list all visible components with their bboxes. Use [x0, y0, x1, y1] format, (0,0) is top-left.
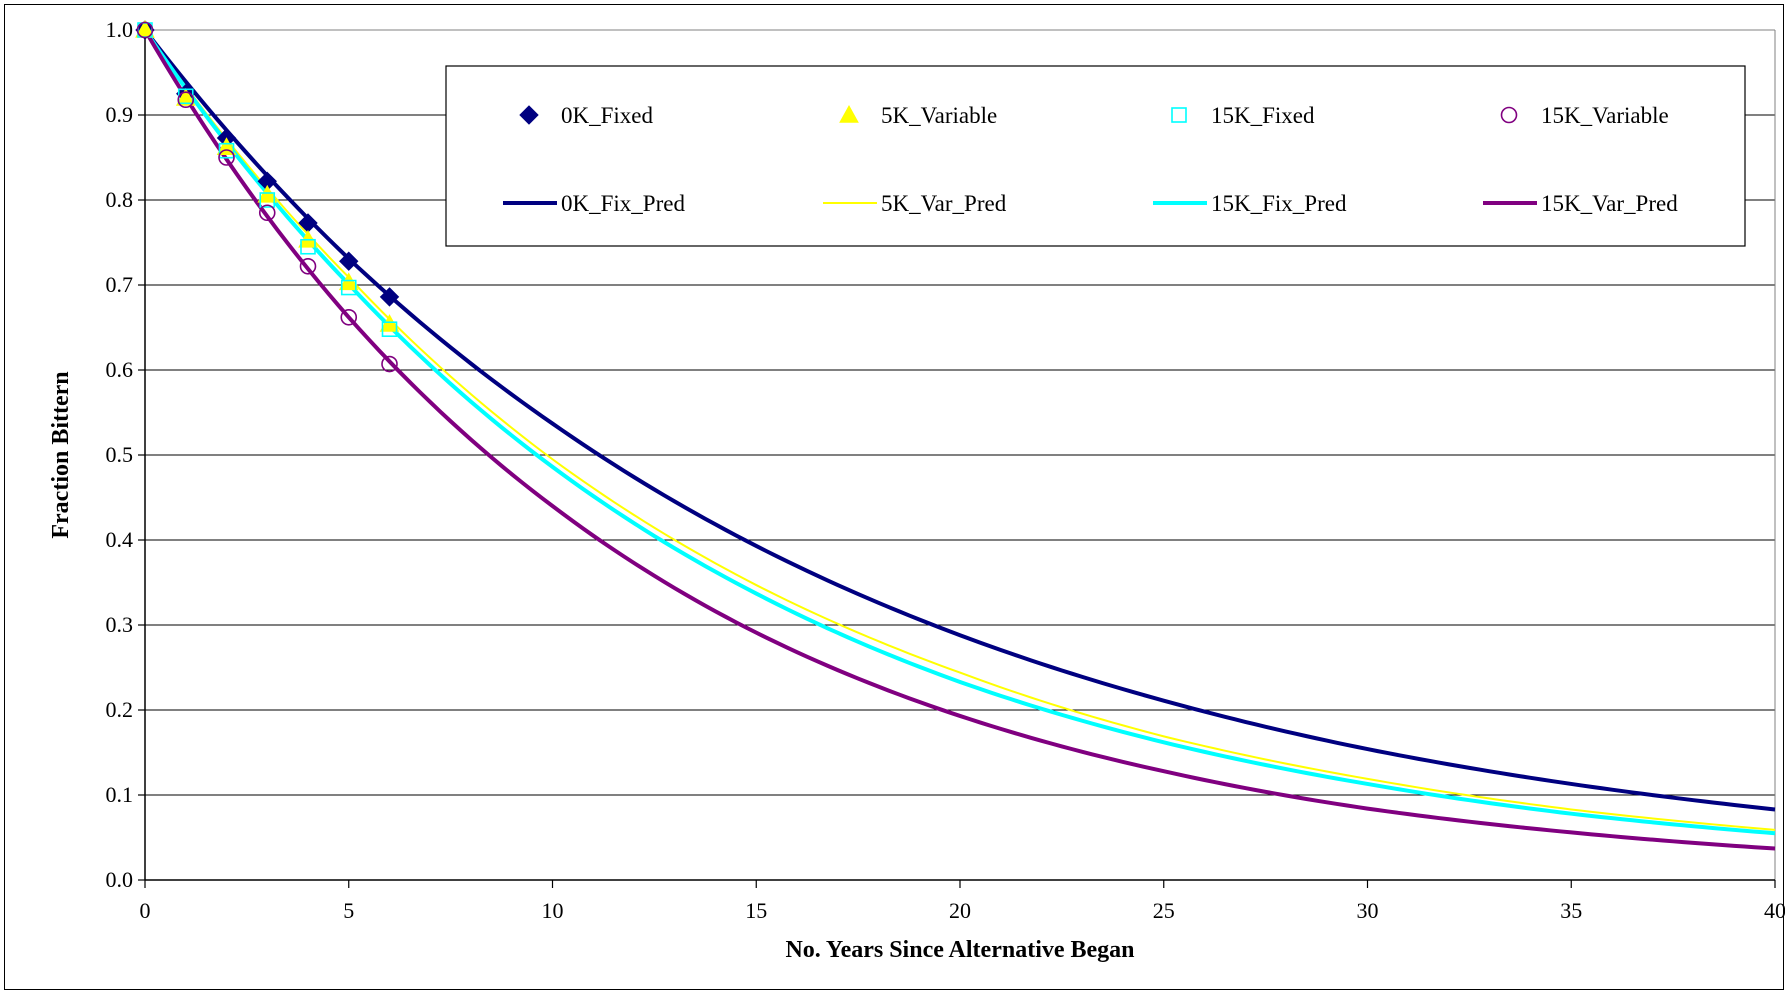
y-tick-label: 0.4	[106, 527, 134, 552]
legend-label-15k-var-pred: 15K_Var_Pred	[1541, 191, 1678, 216]
y-tick-label: 0.3	[106, 612, 134, 637]
point-15k-variable	[177, 91, 195, 108]
point-15k-fixed	[218, 142, 235, 159]
point-15k-fixed	[300, 238, 316, 255]
point-0k-fixed	[379, 287, 400, 307]
legend-label-0k-fixed: 0K_Fixed	[561, 103, 654, 128]
legend-marker-15k-fixed	[1171, 107, 1187, 123]
legend: 0K_Fixed 5K_Variable 15K_Fixed 15K_Variable…	[445, 65, 1746, 247]
x-tick-label: 5	[343, 898, 354, 923]
line-0k-fix-pred	[143, 28, 1776, 812]
point-15k-variable	[258, 204, 276, 222]
y-tick-label: 0.2	[106, 697, 134, 722]
legend-label-5k-var-pred: 5K_Var_Pred	[881, 191, 1007, 216]
x-tick-label: 40	[1764, 898, 1785, 923]
legend-marker-5k-variable	[839, 104, 859, 123]
series-0k-fix-pred	[143, 28, 1776, 812]
x-tick-label: 25	[1153, 898, 1175, 923]
series-layer	[135, 19, 1776, 851]
y-tick-label: 0.7	[106, 272, 134, 297]
point-15k-fixed	[340, 279, 357, 296]
x-tick-label: 10	[542, 898, 564, 923]
point-5k-variable	[379, 314, 400, 332]
series-5k-var-pred	[144, 29, 1776, 831]
line-chart: 0.0 0.1 0.2 0.3 0.4 0.5 0.6 0.7 0.8 0.9 1.0 0 5 10 15 2…	[48, 17, 1786, 963]
series-15k-variable	[136, 21, 398, 373]
y-axis-title: Fraction Bittern	[48, 371, 74, 538]
y-tick-label: 0.5	[106, 442, 134, 467]
point-15k-variable	[340, 308, 358, 326]
x-tick-label: 15	[745, 898, 767, 923]
legend-marker-0k-fixed	[519, 105, 539, 125]
line-5k-var-pred	[144, 29, 1776, 831]
point-15k-variable	[218, 149, 235, 166]
legend-marker-15k-variable	[1500, 106, 1518, 124]
x-tick-label: 35	[1560, 898, 1582, 923]
y-tick-label: 0.8	[106, 187, 134, 212]
legend-entries: 0K_Fixed 5K_Variable 15K_Fixed 15K_Variable…	[503, 103, 1678, 216]
legend-label-15k-variable: 15K_Variable	[1541, 103, 1669, 128]
legend-label-5k-variable: 5K_Variable	[881, 103, 997, 128]
y-tick-label: 0.1	[106, 782, 134, 807]
y-tick-label: 0.6	[106, 357, 134, 382]
point-15k-fixed	[381, 321, 398, 338]
point-15k-variable	[299, 257, 317, 275]
line-15k-fix-pred	[143, 28, 1776, 836]
point-15k-fixed	[259, 192, 276, 208]
point-15k-variable	[136, 21, 154, 39]
series-15k-var-pred	[143, 28, 1776, 851]
point-0k-fixed	[339, 251, 359, 271]
x-axis-title: No. Years Since Alternative Began	[785, 937, 1134, 963]
point-5k-variable	[216, 137, 237, 155]
legend-label-0k-fix-pred: 0K_Fix_Pred	[561, 191, 685, 216]
chart-frame: 0.0 0.1 0.2 0.3 0.4 0.5 0.6 0.7 0.8 0.9 1.0 0 5 10 15 2…	[4, 4, 1786, 990]
legend-label-15k-fix-pred: 15K_Fix_Pred	[1211, 191, 1347, 216]
legend-label-15k-fixed: 15K_Fixed	[1211, 103, 1315, 128]
point-5k-variable	[175, 87, 196, 106]
legend-box	[445, 65, 1746, 247]
y-tick-label: 0.9	[106, 102, 134, 127]
point-15k-variable	[381, 355, 398, 373]
y-tick-label: 0.0	[106, 867, 134, 892]
x-tick-label: 0	[140, 898, 151, 923]
axes: 0.0 0.1 0.2 0.3 0.4 0.5 0.6 0.7 0.8 0.9 1.0 0 5 10 15 2…	[106, 17, 1786, 923]
y-tick-label: 1.0	[106, 17, 134, 42]
x-tick-label: 30	[1357, 898, 1379, 923]
point-5k-variable	[338, 272, 359, 291]
x-tick-label: 20	[949, 898, 971, 923]
series-15k-fix-pred	[143, 28, 1776, 836]
line-15k-var-pred	[143, 28, 1776, 851]
point-5k-variable	[257, 184, 278, 203]
